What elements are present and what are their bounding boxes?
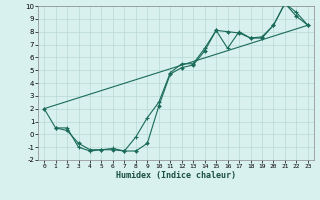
X-axis label: Humidex (Indice chaleur): Humidex (Indice chaleur): [116, 171, 236, 180]
